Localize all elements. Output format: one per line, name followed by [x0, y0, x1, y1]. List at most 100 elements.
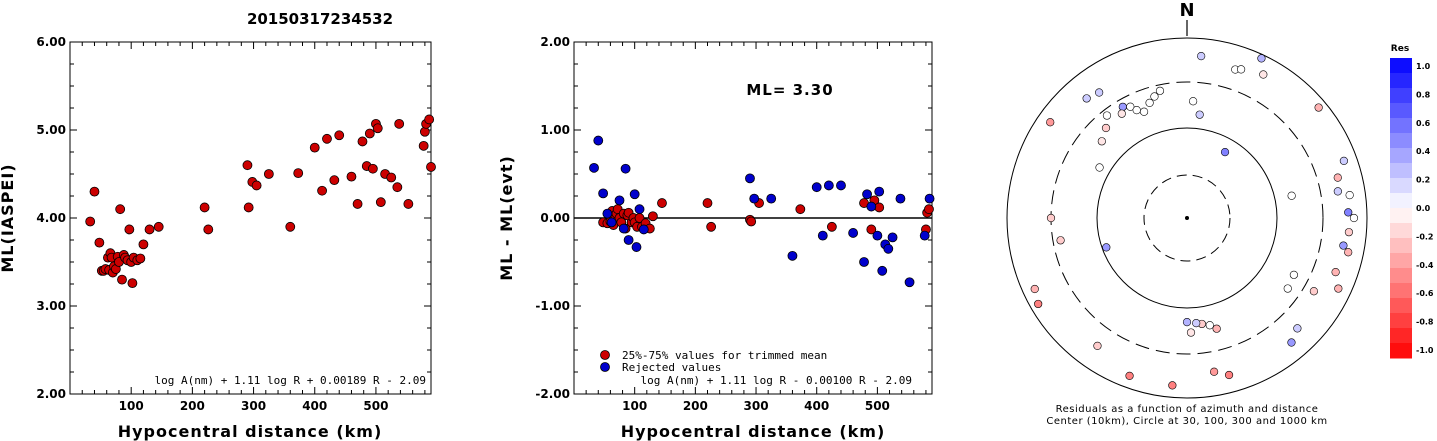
p2-point-series0 [746, 216, 757, 227]
p1-point-series0 [243, 202, 254, 213]
p2-point-series0 [866, 224, 877, 235]
p2-point-series1 [766, 193, 777, 204]
colorbar-swatch [1390, 103, 1412, 119]
p2-point-series1 [862, 189, 872, 200]
colorbar-tick-label: 0.8 [1416, 90, 1431, 99]
p2-point-series1 [614, 195, 625, 206]
polar-station-marker [1210, 367, 1219, 376]
p1-point-series0 [403, 199, 414, 209]
p2-point-series1 [859, 257, 869, 267]
panel-residual-vs-distance: -2.00 -1.00 0.00 1.00 2.00 100 200 300 400 500 ML… [497, 35, 935, 441]
colorbar-swatch [1390, 313, 1412, 329]
polar-station-marker [1182, 317, 1192, 327]
p1-ytick-label: 2.00 [36, 387, 66, 401]
legend-marker-rejected [600, 362, 610, 372]
colorbar-tick-label: -0.2 [1416, 232, 1434, 241]
colorbar-title: Res [1391, 44, 1409, 54]
p1-point-series0 [394, 118, 405, 129]
colorbar-tick-label: -0.8 [1416, 318, 1434, 327]
panel1-ticks: 2.00 3.00 4.00 5.00 6.00 100 200 300 400 500 [36, 35, 431, 413]
p2-point-series0 [647, 211, 658, 222]
p1-point-series0 [242, 160, 253, 171]
p2-point-series1 [634, 204, 645, 215]
p2-xtick-label: 400 [804, 399, 829, 413]
polar-station-marker [1344, 228, 1354, 237]
polar-station-marker [1257, 54, 1266, 63]
panel2-ylabel: ML - ML(evt) [497, 155, 516, 281]
polar-station-marker [1095, 163, 1104, 172]
p1-ytick-label: 5.00 [36, 123, 66, 137]
p1-point-series0 [127, 278, 138, 289]
polar-station-marker [1101, 123, 1111, 133]
colorbar-swatch [1390, 253, 1412, 269]
p2-xtick-label: 500 [865, 399, 890, 413]
colorbar-tick-label: -0.4 [1416, 261, 1434, 270]
p2-point-series1 [589, 162, 599, 173]
p2-point-series1 [606, 217, 617, 228]
polar-station-marker [1145, 98, 1154, 107]
p1-point-series0 [392, 182, 403, 193]
p2-ytick-label: -2.00 [535, 387, 570, 401]
colorbar-tick-label: -0.6 [1416, 289, 1434, 298]
polar-caption-line1: Residuals as a function of azimuth and d… [1056, 404, 1319, 415]
figure-title: 20150317234532 [247, 10, 393, 28]
p1-xtick-label: 100 [119, 399, 144, 413]
polar-station-marker [1287, 338, 1296, 347]
p1-xtick-label: 400 [302, 399, 327, 413]
polar-station-marker [1056, 236, 1065, 245]
p1-point-series0 [329, 175, 340, 186]
colorbar-swatch [1390, 118, 1412, 134]
legend-label-rejected: Rejected values [622, 361, 721, 374]
p2-point-series1 [787, 250, 798, 261]
p1-point-series0 [89, 186, 100, 197]
p2-point-series1 [866, 201, 877, 212]
p2-point-series1 [623, 235, 634, 245]
polar-station-marker [1139, 107, 1149, 116]
p1-point-series0 [251, 180, 262, 191]
p1-xtick-label: 300 [241, 399, 266, 413]
p1-point-series0 [293, 168, 304, 179]
p2-point-series1 [919, 230, 930, 241]
colorbar-swatch [1390, 223, 1412, 239]
p1-ytick-label: 4.00 [36, 211, 66, 225]
p1-point-series0 [85, 216, 96, 227]
polar-station-marker [1331, 267, 1340, 277]
p2-ytick-label: 0.00 [540, 211, 570, 225]
colorbar-swatch [1390, 73, 1412, 89]
p2-point-series1 [598, 188, 609, 199]
p2-point-series1 [836, 180, 846, 191]
polar-station-marker [1117, 109, 1126, 118]
p1-point-series0 [375, 197, 386, 208]
panel-polar-residuals: N Residuals as a function of azimuth and… [1006, 0, 1368, 427]
p1-point-series0 [138, 239, 149, 250]
p2-point-series1 [618, 223, 629, 234]
polar-station-marker [1289, 270, 1298, 279]
p1-ytick-label: 3.00 [36, 299, 66, 313]
polar-station-marker [1102, 243, 1111, 252]
polar-station-marker [1046, 213, 1056, 223]
panel2-ticks: -2.00 -1.00 0.00 1.00 2.00 100 200 300 400 500 [535, 35, 932, 413]
p2-ytick-label: 1.00 [540, 123, 570, 137]
p2-point-series0 [795, 204, 806, 215]
p2-point-series1 [887, 232, 898, 243]
polar-station-marker [1314, 103, 1323, 112]
p1-point-series0 [199, 202, 210, 213]
polar-station-marker [1034, 299, 1043, 309]
p2-point-series0 [706, 221, 717, 232]
colorbar-swatch [1390, 193, 1412, 209]
polar-station-marker [1309, 287, 1318, 296]
colorbar-swatches [1390, 58, 1412, 359]
colorbar-swatch [1390, 328, 1412, 344]
polar-station-marker [1186, 328, 1196, 337]
polar-station-marker [1287, 191, 1296, 200]
colorbar-tick-label: -1.0 [1416, 346, 1434, 355]
polar-station-marker [1097, 137, 1106, 146]
p2-point-series1 [749, 193, 760, 204]
polar-station-marker [1220, 148, 1230, 157]
colorbar-tick-label: 1.0 [1416, 62, 1431, 71]
polar-station-marker [1334, 284, 1343, 293]
p1-point-series0 [372, 123, 383, 134]
polar-station-marker [1118, 102, 1127, 111]
polar-station-marker [1126, 102, 1135, 111]
p2-point-series1 [877, 265, 888, 276]
